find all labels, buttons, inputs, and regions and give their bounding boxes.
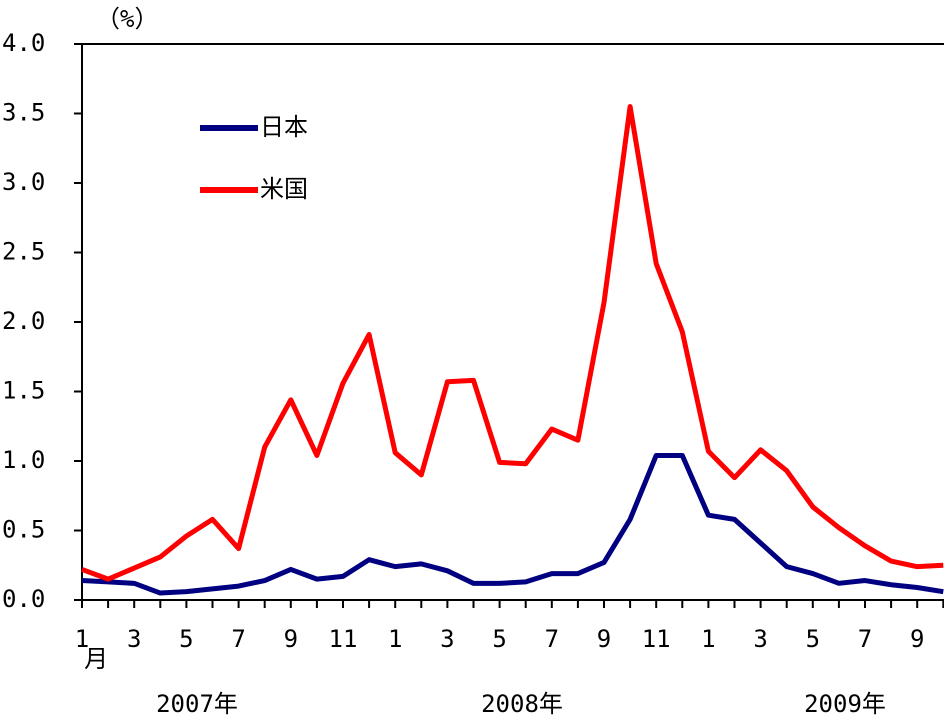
year-label: 2009年 — [804, 690, 886, 718]
x-tick-label: 3 — [127, 625, 141, 653]
x-tick-label: 11 — [329, 625, 358, 653]
y-axis-label: （%） — [96, 5, 158, 33]
y-tick-label: 0.0 — [2, 585, 45, 613]
x-tick-label: 1 — [75, 625, 89, 653]
x-tick-label: 1 — [388, 625, 402, 653]
x-tick-label: 5 — [179, 625, 193, 653]
x-tick-label: 9 — [284, 625, 298, 653]
year-label: 2007年 — [156, 690, 238, 718]
year-label: 2008年 — [481, 690, 563, 718]
x-tick-label: 3 — [753, 625, 767, 653]
series-line — [81, 104, 944, 582]
x-tick-label: 1 — [701, 625, 715, 653]
x-tick-label: 5 — [806, 625, 820, 653]
legend-label: 日本 — [260, 113, 308, 141]
x-tick-label: 7 — [231, 625, 245, 653]
x-tick-label: 7 — [858, 625, 872, 653]
x-tick-label: 9 — [597, 625, 611, 653]
x-tick-label: 3 — [440, 625, 454, 653]
y-tick-label: 0.5 — [2, 516, 45, 544]
x-tick-label: 5 — [492, 625, 506, 653]
series-line — [81, 452, 944, 596]
x-tick-label: 7 — [545, 625, 559, 653]
y-tick-label: 2.0 — [2, 307, 45, 335]
y-tick-label: 1.0 — [2, 446, 45, 474]
x-tick-label: 11 — [642, 625, 671, 653]
x-tick-label: 9 — [910, 625, 924, 653]
month-label: 月 — [84, 645, 108, 673]
y-tick-label: 4.0 — [2, 29, 45, 57]
y-tick-label: 3.0 — [2, 168, 45, 196]
y-tick-label: 3.5 — [2, 99, 45, 127]
y-tick-label: 2.5 — [2, 238, 45, 266]
legend-label: 米国 — [260, 175, 308, 203]
y-tick-label: 1.5 — [2, 377, 45, 405]
